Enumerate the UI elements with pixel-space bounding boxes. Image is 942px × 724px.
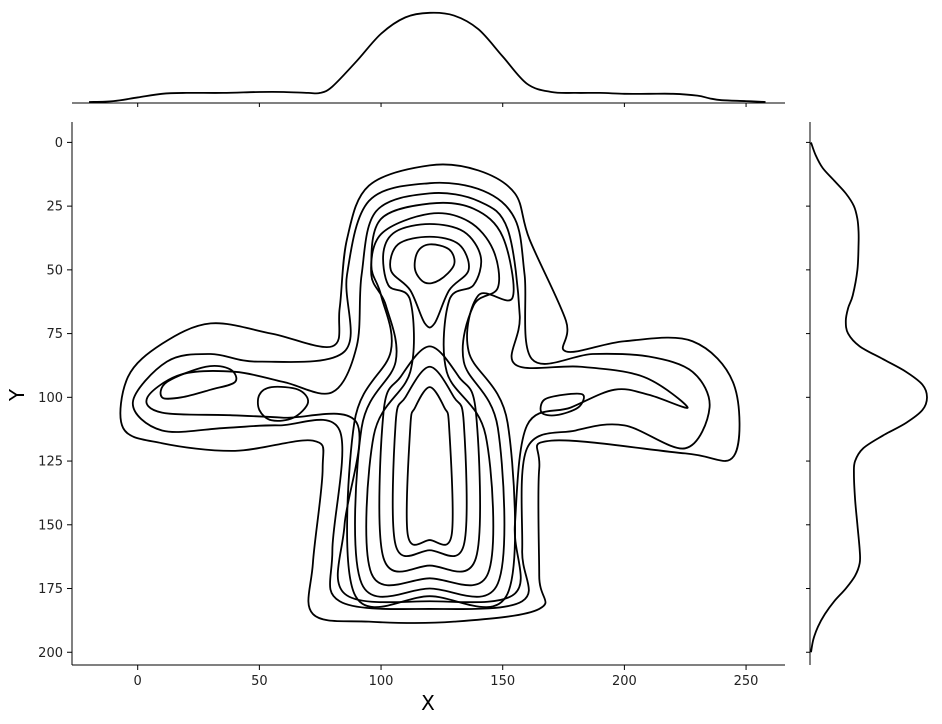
contour-peak-upper — [413, 243, 456, 285]
y-tick-label: 125 — [38, 455, 63, 470]
contour-lobe-left-b — [256, 385, 310, 422]
marginal-x-panel — [72, 11, 785, 107]
contour-lobe-left-a — [159, 364, 238, 400]
y-tick-label: 150 — [38, 518, 63, 533]
marginal-x-density-curve — [88, 11, 766, 103]
main-axes: 0 50 100 150 200 250 0 25 50 75 100 125 150 175 200 — [38, 122, 785, 689]
y-tick-label: 100 — [38, 391, 63, 406]
contour-level-6 — [365, 223, 495, 587]
marginal-y-panel — [806, 122, 928, 665]
y-tick-label: 0 — [55, 136, 63, 151]
contour-level-3 — [145, 192, 689, 604]
contour-layer — [119, 163, 741, 624]
x-tick-label: 250 — [734, 674, 759, 689]
x-axis-label: X — [421, 691, 435, 715]
x-tick-label: 200 — [612, 674, 637, 689]
y-tick-label: 75 — [46, 327, 63, 342]
contour-level-8 — [378, 345, 481, 573]
contour-lobe-right — [539, 392, 585, 417]
x-tick-label: 50 — [251, 674, 268, 689]
contour-level-7 — [389, 235, 470, 329]
contour-level-2 — [131, 181, 711, 611]
marginal-y-density-curve — [810, 142, 928, 653]
contour-level-10 — [405, 386, 454, 546]
x-tick-label: 100 — [369, 674, 394, 689]
y-tick-label: 175 — [38, 582, 63, 597]
x-tick-label: 150 — [490, 674, 515, 689]
y-axis-label: Y — [5, 388, 29, 402]
x-tick-label: 0 — [134, 674, 142, 689]
contour-level-9 — [391, 365, 468, 558]
contour-level-5 — [354, 212, 506, 598]
y-tick-label: 50 — [46, 263, 63, 278]
y-tick-label: 25 — [46, 200, 63, 215]
y-tick-label: 200 — [38, 646, 63, 661]
contour-level-1 — [119, 163, 741, 624]
